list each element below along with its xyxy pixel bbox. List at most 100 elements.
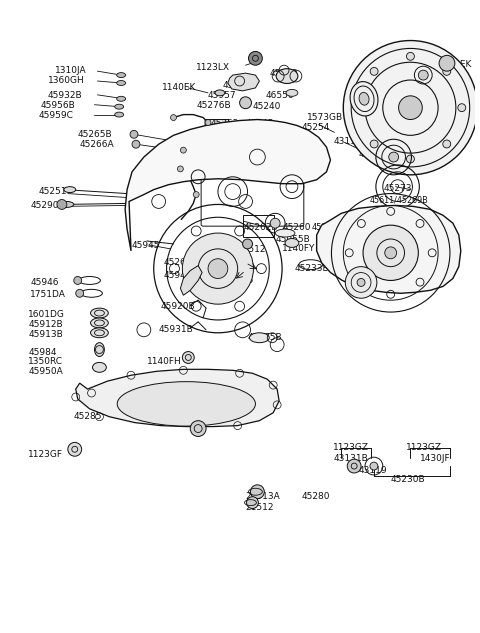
Text: 45260: 45260 bbox=[282, 223, 311, 232]
Text: 45932B: 45932B bbox=[47, 91, 82, 100]
Text: 45240: 45240 bbox=[252, 102, 281, 111]
Circle shape bbox=[345, 266, 377, 298]
Circle shape bbox=[170, 115, 177, 120]
Ellipse shape bbox=[117, 80, 126, 85]
Text: 45984: 45984 bbox=[28, 348, 57, 356]
Text: 45285: 45285 bbox=[74, 412, 102, 421]
Text: 45251: 45251 bbox=[38, 187, 67, 196]
Circle shape bbox=[249, 51, 263, 65]
Circle shape bbox=[240, 97, 252, 109]
Circle shape bbox=[68, 442, 82, 456]
Circle shape bbox=[370, 462, 378, 470]
Text: 45959C: 45959C bbox=[38, 111, 73, 120]
Text: 45945: 45945 bbox=[132, 241, 160, 250]
Text: 43119: 43119 bbox=[334, 137, 362, 146]
Ellipse shape bbox=[275, 229, 295, 237]
Text: 45271B: 45271B bbox=[389, 85, 423, 94]
Text: 45210: 45210 bbox=[223, 81, 252, 90]
Text: 45920B: 45920B bbox=[161, 302, 195, 311]
Text: 1123GF: 1123GF bbox=[28, 450, 63, 460]
Text: 1310JA: 1310JA bbox=[55, 66, 86, 75]
Circle shape bbox=[205, 120, 211, 125]
Circle shape bbox=[385, 247, 396, 259]
Text: 45265B: 45265B bbox=[78, 130, 112, 139]
Circle shape bbox=[57, 199, 67, 210]
Circle shape bbox=[370, 140, 378, 148]
Circle shape bbox=[458, 104, 466, 111]
Circle shape bbox=[74, 277, 82, 284]
Text: 45957: 45957 bbox=[208, 91, 237, 100]
Polygon shape bbox=[125, 120, 330, 251]
Circle shape bbox=[132, 141, 140, 148]
Ellipse shape bbox=[117, 73, 126, 78]
Ellipse shape bbox=[117, 96, 126, 101]
Text: 21512: 21512 bbox=[238, 245, 266, 254]
Circle shape bbox=[130, 130, 138, 138]
Text: 1350RC: 1350RC bbox=[28, 358, 63, 367]
Circle shape bbox=[407, 53, 414, 60]
Text: 45220: 45220 bbox=[269, 69, 298, 78]
Circle shape bbox=[398, 96, 422, 120]
Text: 42510(930710-): 42510(930710-) bbox=[354, 234, 416, 243]
Text: 45262B: 45262B bbox=[243, 223, 278, 232]
Text: 1751DA: 1751DA bbox=[30, 291, 66, 299]
Circle shape bbox=[389, 152, 398, 162]
Circle shape bbox=[251, 485, 264, 499]
Circle shape bbox=[76, 289, 84, 298]
Text: 21512: 21512 bbox=[246, 503, 274, 511]
Text: 1140FH: 1140FH bbox=[147, 358, 181, 367]
Text: 45245: 45245 bbox=[246, 118, 274, 127]
Text: 45276B: 45276B bbox=[196, 101, 231, 110]
Text: 45233B: 45233B bbox=[295, 264, 330, 273]
Circle shape bbox=[443, 68, 451, 75]
Circle shape bbox=[370, 68, 378, 75]
Text: 1140EK: 1140EK bbox=[438, 60, 472, 69]
Circle shape bbox=[242, 239, 252, 249]
Ellipse shape bbox=[91, 318, 108, 328]
Text: 43119: 43119 bbox=[358, 466, 387, 475]
Ellipse shape bbox=[91, 328, 108, 338]
Text: 45320D: 45320D bbox=[410, 49, 446, 58]
Ellipse shape bbox=[115, 112, 124, 117]
Circle shape bbox=[182, 351, 194, 363]
Circle shape bbox=[270, 218, 280, 228]
Text: 45325: 45325 bbox=[383, 132, 411, 141]
Circle shape bbox=[407, 155, 414, 163]
Ellipse shape bbox=[117, 382, 255, 426]
Text: 43119: 43119 bbox=[354, 116, 383, 125]
Circle shape bbox=[193, 192, 199, 197]
Circle shape bbox=[247, 497, 258, 508]
Text: 45940B: 45940B bbox=[164, 270, 198, 280]
Text: 45931B: 45931B bbox=[159, 325, 193, 334]
Text: 45267B: 45267B bbox=[312, 223, 344, 232]
Text: 1573GB: 1573GB bbox=[307, 113, 343, 122]
Text: 1129AE: 1129AE bbox=[343, 253, 378, 262]
Text: 1140FY: 1140FY bbox=[282, 244, 315, 253]
Circle shape bbox=[182, 233, 253, 304]
Text: 1430JF: 1430JF bbox=[420, 454, 451, 463]
Text: 45328: 45328 bbox=[410, 71, 439, 80]
Circle shape bbox=[348, 252, 354, 258]
Ellipse shape bbox=[215, 90, 225, 96]
Text: 1360GH: 1360GH bbox=[48, 76, 85, 85]
Ellipse shape bbox=[276, 68, 298, 84]
Ellipse shape bbox=[95, 342, 104, 356]
Text: 45275B: 45275B bbox=[248, 333, 282, 342]
Circle shape bbox=[419, 70, 428, 80]
Text: 45255: 45255 bbox=[269, 127, 298, 137]
Ellipse shape bbox=[359, 92, 369, 105]
Text: 45946: 45946 bbox=[30, 279, 59, 287]
Text: 1751DC: 1751DC bbox=[216, 258, 252, 266]
Circle shape bbox=[363, 225, 419, 280]
Circle shape bbox=[343, 41, 478, 175]
Ellipse shape bbox=[350, 82, 378, 116]
Ellipse shape bbox=[91, 308, 108, 318]
Circle shape bbox=[439, 55, 455, 71]
Text: 43131B: 43131B bbox=[334, 454, 368, 463]
Text: 42510: 42510 bbox=[342, 223, 371, 232]
FancyBboxPatch shape bbox=[205, 120, 229, 135]
Text: 45913B: 45913B bbox=[28, 330, 63, 339]
Polygon shape bbox=[228, 73, 259, 91]
Circle shape bbox=[190, 421, 206, 437]
Ellipse shape bbox=[286, 89, 298, 96]
